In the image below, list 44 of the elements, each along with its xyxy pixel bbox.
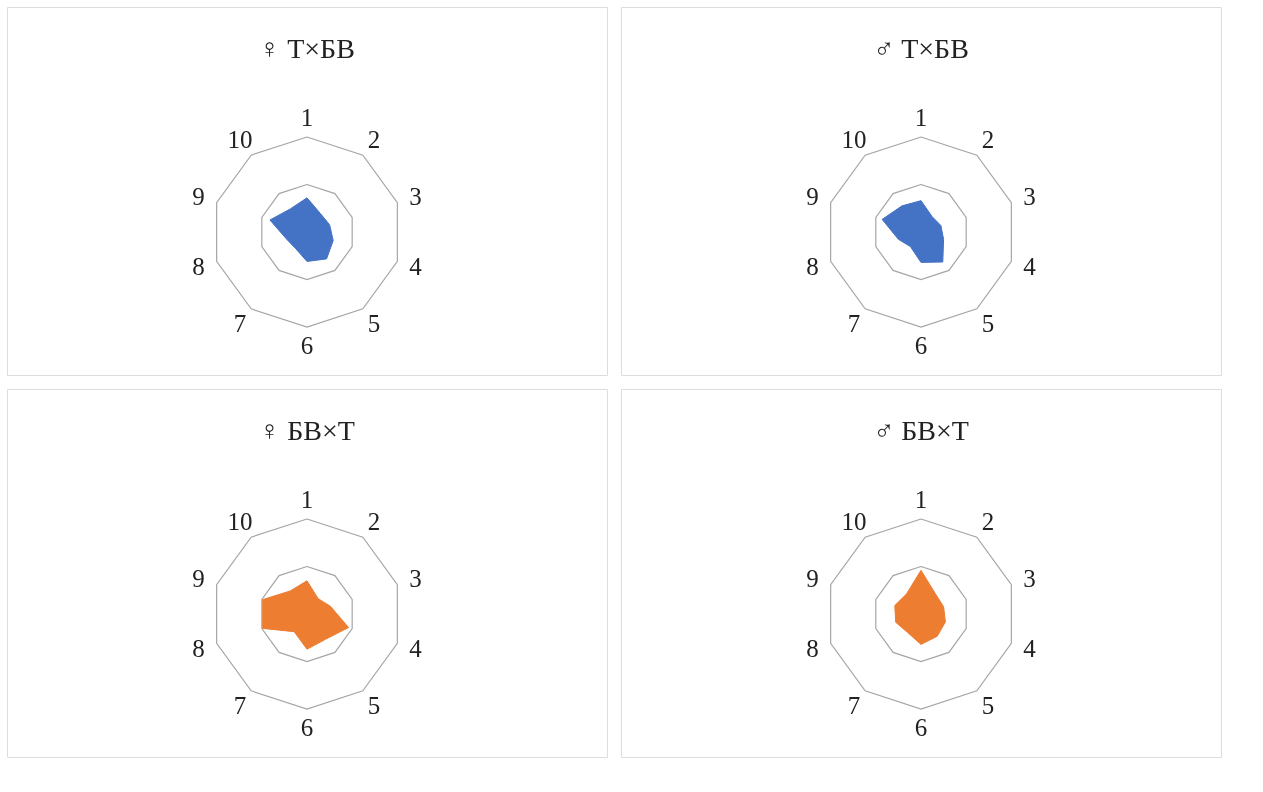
spoke-label: 3 (409, 564, 422, 592)
spoke-label: 4 (409, 635, 423, 663)
spoke-label: 8 (192, 635, 205, 663)
spoke-label: 1 (300, 104, 314, 131)
spoke-label: 2 (981, 507, 995, 535)
spoke-label: 1 (300, 486, 314, 513)
spoke-label: 9 (806, 182, 819, 210)
spoke-label: 2 (367, 125, 381, 153)
spoke-label: 7 (233, 692, 247, 720)
chart-title: ♀ БВ×Т (259, 415, 355, 446)
chart-title: ♀ Т×БВ (259, 33, 355, 64)
spoke-label: 9 (806, 564, 819, 592)
spoke-label: 8 (806, 635, 819, 663)
spoke-label: 7 (847, 310, 861, 338)
spoke-label: 9 (192, 182, 205, 210)
spoke-label: 10 (227, 507, 253, 535)
spoke-label: 5 (367, 310, 381, 338)
spoke-label: 8 (192, 253, 205, 281)
spoke-label: 2 (367, 507, 381, 535)
spoke-label: 2 (981, 125, 995, 153)
spoke-label: 4 (1023, 635, 1037, 663)
spoke-label: 6 (914, 332, 928, 359)
spoke-label: 5 (367, 692, 381, 720)
spoke-label: 6 (300, 332, 314, 359)
spoke-label: 10 (227, 125, 253, 153)
chart-title: ♂ Т×БВ (873, 33, 969, 64)
spoke-label: 6 (914, 714, 928, 741)
spoke-label: 5 (981, 692, 995, 720)
spoke-label: 7 (233, 310, 247, 338)
chart-title: ♂ БВ×Т (873, 415, 969, 446)
spoke-label: 1 (914, 104, 928, 131)
spoke-label: 8 (806, 253, 819, 281)
spoke-label: 3 (1023, 182, 1036, 210)
spoke-label: 4 (1023, 253, 1037, 281)
spoke-label: 4 (409, 253, 423, 281)
spoke-label: 7 (847, 692, 861, 720)
spoke-label: 10 (841, 507, 867, 535)
spoke-label: 3 (1023, 564, 1036, 592)
spoke-label: 9 (192, 564, 205, 592)
spoke-label: 5 (981, 310, 995, 338)
spoke-label: 1 (914, 486, 928, 513)
spoke-label: 3 (409, 182, 422, 210)
spoke-label: 10 (841, 125, 867, 153)
spoke-label: 6 (300, 714, 314, 741)
